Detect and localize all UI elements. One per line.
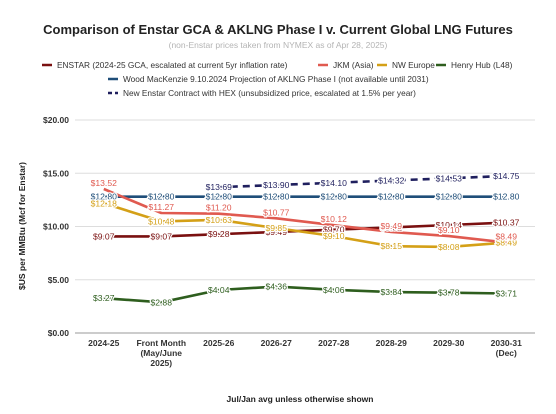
data-label: $4.06: [323, 285, 345, 295]
data-label: $14.75: [493, 171, 520, 181]
legend-item: New Enstar Contract with HEX (unsubsidiz…: [108, 88, 416, 98]
x-tick-label: 2024-25: [88, 338, 119, 348]
data-label: $13.69: [206, 182, 233, 192]
x-tick-label: 2025-26: [203, 338, 234, 348]
data-label: $9.10: [438, 225, 460, 235]
x-tick-label: 2027-28: [318, 338, 349, 348]
data-label: $12.80: [148, 192, 175, 202]
data-label: $9.92: [380, 222, 402, 232]
data-label: $9.85: [265, 223, 287, 233]
data-label: $8.49: [495, 232, 517, 242]
legend-label: New Enstar Contract with HEX (unsubsidiz…: [123, 88, 416, 98]
legend-item: JKM (Asia): [318, 60, 374, 70]
data-label: $11.27: [148, 202, 174, 212]
data-label: $9.07: [150, 231, 172, 241]
data-label: $13.52: [91, 178, 118, 188]
data-label: $14.10: [321, 178, 348, 188]
legend: ENSTAR (2024-25 GCA, escalated at curren…: [42, 60, 513, 98]
y-axis-ticks: $0.00 $5.00 $10.00 $15.00 $20.00: [43, 115, 69, 338]
data-label: $12.80: [436, 192, 463, 202]
data-labels: $12.80 $12.80 $12.80 $12.80 $12.80 $12.80 $12.…: [89, 170, 521, 309]
data-label: $9.49: [380, 221, 402, 231]
data-label: $3.71: [495, 288, 517, 298]
data-label: $9.28: [208, 229, 230, 239]
x-tick-label: 2030-31 (Dec): [491, 338, 522, 358]
chart-title: Comparison of Enstar GCA & AKLNG Phase I…: [43, 22, 513, 37]
data-label: $3.84: [380, 287, 402, 297]
data-label: $10.37: [493, 218, 520, 228]
data-label: $9.07: [93, 231, 115, 241]
y-tick-label: $15.00: [43, 168, 69, 178]
data-label: $8.08: [438, 242, 460, 252]
series-line: [103, 202, 507, 249]
data-label: $12.80: [263, 192, 290, 202]
legend-item: Henry Hub (L48): [436, 60, 513, 70]
data-label: $12.80: [91, 192, 118, 202]
data-label: $4.36: [265, 282, 287, 292]
data-label: $2.88: [150, 297, 172, 307]
legend-item: NW Europe: [377, 60, 435, 70]
legend-label: Wood MacKenzie 9.10.2024 Projection of A…: [123, 74, 429, 84]
data-label: $8.15: [380, 241, 402, 251]
y-tick-label: $5.00: [48, 275, 70, 285]
x-axis-ticks: 2024-25 Front Month (May/June 2025) 2025-26 2…: [88, 338, 522, 368]
data-label: $8.49: [495, 238, 517, 248]
data-label: $12.80: [493, 192, 520, 202]
legend-label: NW Europe: [392, 60, 435, 70]
y-axis-title: $US per MMBtu (Mcf for Enstar): [17, 162, 27, 290]
data-label: $9.10: [323, 231, 345, 241]
data-label: $12.18: [91, 198, 118, 208]
data-label: $10.12: [321, 214, 348, 224]
series-line: [218, 174, 507, 189]
data-label: $10.77: [263, 207, 290, 217]
data-label: $10.48: [148, 216, 175, 226]
data-label: $4.04: [208, 285, 230, 295]
data-label: $10.14: [436, 220, 463, 230]
legend-item: ENSTAR (2024-25 GCA, escalated at curren…: [42, 60, 288, 70]
data-label: $9.70: [323, 225, 345, 235]
x-tick-label: 2026-27: [261, 338, 292, 348]
series-line: [103, 187, 507, 244]
legend-label: JKM (Asia): [333, 60, 374, 70]
legend-item: Wood MacKenzie 9.10.2024 Projection of A…: [108, 74, 429, 84]
data-label: $14.32: [378, 175, 405, 185]
x-axis-title: Jul/Jan avg unless otherwise shown: [227, 394, 374, 404]
data-label: $9.49: [265, 227, 287, 237]
x-tick-label: 2028-29: [376, 338, 407, 348]
chart-subtitle: (non-Enstar prices taken from NYMEX as o…: [169, 40, 388, 50]
gridlines: [75, 119, 535, 334]
series-line: [103, 285, 507, 304]
x-tick-label: 2029-30: [433, 338, 464, 348]
data-label: $13.90: [263, 180, 290, 190]
legend-label: Henry Hub (L48): [451, 60, 513, 70]
series-lines: [103, 174, 507, 304]
data-label: $3.78: [438, 288, 460, 298]
data-label: $11.20: [206, 203, 232, 213]
y-tick-label: $10.00: [43, 222, 69, 232]
data-label: $10.63: [206, 215, 233, 225]
legend-label: ENSTAR (2024-25 GCA, escalated at curren…: [57, 60, 288, 70]
y-tick-label: $0.00: [48, 328, 70, 338]
data-label: $14.53: [436, 173, 463, 183]
data-label: $12.80: [378, 192, 405, 202]
x-tick-label: Front Month (May/June 2025): [136, 338, 186, 368]
data-label: $12.80: [206, 192, 233, 202]
data-label: $3.27: [93, 293, 115, 303]
y-tick-label: $20.00: [43, 115, 69, 125]
data-label: $12.80: [321, 192, 348, 202]
